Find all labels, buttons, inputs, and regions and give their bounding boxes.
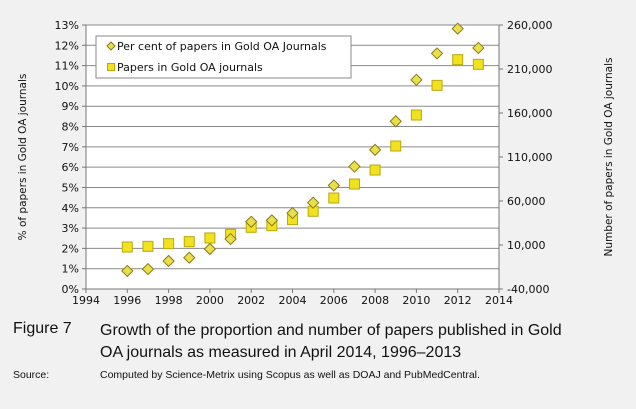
figure-title: Growth of the proportion and number of p… <box>100 322 562 361</box>
y-tick-label: 4% <box>62 202 79 215</box>
x-tick-label: 1994 <box>72 294 100 307</box>
legend-label: Papers in Gold OA journals <box>117 61 263 74</box>
percent-point <box>306 196 320 209</box>
percent-point <box>430 47 444 60</box>
x-tick-label: 2010 <box>402 294 430 307</box>
papers-point <box>452 54 464 66</box>
percent-point <box>286 206 299 220</box>
y2-axis-label: Number of papers in Gold OA journals <box>603 58 615 257</box>
y-tick-label: 2% <box>62 242 79 255</box>
percent-point <box>327 179 341 192</box>
source-label: Source: <box>13 369 50 381</box>
figure-label: Figure 7 <box>13 320 72 337</box>
y2-tick-label: 260,000 <box>507 19 553 32</box>
percent-point <box>265 214 279 227</box>
x-tick-label: 2002 <box>237 294 265 307</box>
x-tick-label: 2012 <box>444 294 472 307</box>
papers-point <box>472 58 484 70</box>
percent-point <box>244 215 258 228</box>
percent-point <box>162 254 175 268</box>
percent-point <box>451 22 464 35</box>
papers-point <box>410 109 422 121</box>
y2-tick-label: 160,000 <box>507 107 553 120</box>
y-tick-label: 10% <box>55 80 79 93</box>
papers-point <box>183 236 195 248</box>
y2-tick-label: -40,000 <box>507 283 549 296</box>
percent-point <box>472 41 485 55</box>
x-tick-label: 2004 <box>279 294 307 307</box>
y-tick-label: 6% <box>62 161 79 174</box>
y-axis-label: % of papers in Gold OA journals <box>17 74 29 241</box>
y-tick-label: 1% <box>62 263 79 276</box>
y-tick-label: 9% <box>62 100 79 113</box>
y2-tick-label: 10,000 <box>507 239 546 252</box>
x-tick-label: 2006 <box>320 294 348 307</box>
papers-point <box>163 238 175 250</box>
y-tick-label: 11% <box>55 60 79 73</box>
legend-label: Per cent of papers in Gold OA Journals <box>117 40 327 53</box>
percent-point <box>410 73 423 87</box>
percent-point <box>203 242 217 256</box>
y-tick-label: 3% <box>62 222 79 235</box>
y2-tick-label: 210,000 <box>507 63 553 76</box>
percent-point <box>368 143 382 157</box>
legend <box>95 35 352 79</box>
papers-point <box>431 79 443 91</box>
percent-point <box>183 251 196 264</box>
source-text: Computed by Science-Metrix using Scopus … <box>100 369 480 381</box>
y-tick-label: 0% <box>62 283 79 296</box>
chart: 0% 1% 2% 3% 4% 5% 6% 7% 8% 9% 10% 11% 12% 13% -40,000 1… <box>17 19 615 307</box>
papers-point <box>204 232 216 244</box>
x-tick-label: 2000 <box>196 294 224 307</box>
y-tick-label: 5% <box>62 181 79 194</box>
papers-point <box>348 178 360 190</box>
y2-tick-label: 110,000 <box>507 151 553 164</box>
percent-point <box>121 264 134 278</box>
x-tick-label: 1996 <box>113 294 141 307</box>
x-tick-label: 2014 <box>485 294 513 307</box>
percent-point <box>348 160 361 173</box>
percent-point <box>224 232 237 246</box>
y2-tick-label: 60,000 <box>507 195 546 208</box>
percent-point <box>141 262 155 276</box>
papers-point <box>369 164 381 176</box>
legend-marker <box>106 41 116 51</box>
x-tick-label: 1998 <box>155 294 183 307</box>
papers-point <box>328 192 340 204</box>
y-tick-label: 13% <box>55 19 79 32</box>
x-tick-label: 2008 <box>361 294 389 307</box>
y-tick-label: 7% <box>62 141 79 154</box>
papers-point <box>390 140 402 152</box>
y-tick-label: 12% <box>55 39 79 52</box>
y-tick-label: 8% <box>62 121 79 134</box>
papers-point <box>121 241 133 253</box>
papers-point <box>142 240 154 252</box>
legend-marker <box>107 63 115 71</box>
percent-point <box>389 115 402 128</box>
